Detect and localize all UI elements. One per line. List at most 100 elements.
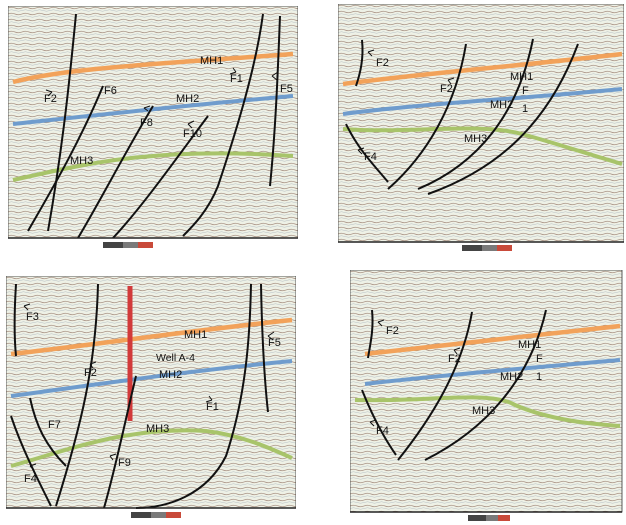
label-f9: F9 [118, 457, 131, 469]
fault-line-f4 [10, 415, 52, 507]
label-f: F [536, 353, 543, 365]
label-f2: F2 [44, 93, 57, 105]
arrow-f2 [45, 89, 53, 97]
fault-line-f1 [182, 13, 264, 237]
seismic-section-top-right: MH1 MH2 MH3 F2 F2 F4 F 1 [338, 4, 624, 251]
fault-line-f [424, 309, 547, 461]
label-f3: F3 [26, 311, 39, 323]
label-f8: F8 [140, 117, 153, 129]
arrow-f3 [23, 303, 31, 311]
seismic-panel-top-left: MH1 MH2 MH3 F1 F2 F5 F6 F8 F10 [8, 6, 298, 251]
horizon-mh2 [342, 87, 623, 116]
arrow-f5 [267, 331, 275, 341]
fault-line-f1 [135, 283, 252, 509]
seismic-panel-top-right: MH1 MH2 MH3 F2 F2 F4 F 1 [338, 4, 624, 254]
seismic-background [338, 4, 624, 243]
seismic-background [8, 6, 298, 239]
fault-line-f10 [112, 115, 209, 239]
label-mh2: MH2 [500, 371, 523, 383]
fault-line-f2-upper [355, 39, 364, 87]
arrow-f9 [109, 453, 117, 461]
seismic-panel-bottom-left: MH1 MH2 MH3 Well A-4 F1 F2 F3 F4 F5 F7 F… [6, 276, 296, 521]
horizon-mh1 [364, 323, 621, 357]
label-mh2: MH2 [490, 99, 513, 111]
arrow-f2-upper [377, 319, 385, 327]
label-mh1: MH1 [200, 55, 223, 67]
fault-line-f5 [269, 15, 281, 187]
fault-line-f9 [103, 375, 137, 509]
fault-line-f6 [27, 85, 104, 232]
label-f2: F2 [440, 83, 453, 95]
fault-line-f [417, 38, 534, 190]
colorbar [103, 242, 153, 248]
seismic-section-bottom-left: MH1 MH2 MH3 Well A-4 F1 F2 F3 F4 F5 F7 F… [6, 276, 296, 518]
label-extra-1: 1 [536, 371, 542, 383]
label-mh3: MH3 [146, 423, 169, 435]
arrow-f5 [271, 71, 279, 81]
label-extra-1: 1 [522, 103, 528, 115]
label-f2: F2 [84, 367, 97, 379]
colorbar [462, 245, 512, 251]
label-f7: F7 [48, 419, 61, 431]
fault-line-f4 [361, 389, 397, 456]
seismic-background [350, 270, 623, 513]
label-f10: F10 [183, 128, 202, 140]
horizon-mh3 [354, 395, 621, 428]
fault-line-f8 [77, 105, 154, 239]
arrow-f2 [453, 347, 461, 355]
horizon-mh2 [12, 94, 294, 126]
label-mh1: MH1 [510, 71, 533, 83]
label-mh3: MH3 [472, 405, 495, 417]
label-f: F [522, 85, 529, 97]
fault-line-f2 [55, 283, 99, 507]
fault-line-f3 [13, 283, 17, 357]
label-f1: F1 [206, 401, 219, 413]
arrow-f4 [369, 419, 377, 427]
label-mh2: MH2 [159, 369, 182, 381]
horizon-mh1 [342, 51, 623, 87]
label-f5: F5 [280, 83, 293, 95]
label-mh2: MH2 [176, 93, 199, 105]
horizon-mh3 [342, 126, 623, 166]
fault-line-f2 [397, 311, 473, 461]
label-f2: F2 [448, 353, 461, 365]
fault-line-main [427, 43, 579, 195]
fault-line-f2-upper [367, 309, 374, 359]
label-f4: F4 [364, 151, 377, 163]
label-f4: F4 [376, 425, 389, 437]
arrow-f1 [205, 395, 213, 403]
colorbar [131, 512, 181, 518]
arrow-f2 [447, 77, 455, 85]
label-mh3: MH3 [70, 155, 93, 167]
label-well: Well A-4 [156, 352, 195, 364]
label-mh1: MH1 [184, 329, 207, 341]
horizon-mh1 [12, 51, 294, 85]
horizon-mh2 [10, 359, 293, 398]
label-f2-upper: F2 [376, 57, 389, 69]
colorbar [468, 515, 510, 521]
arrow-f8 [143, 105, 151, 112]
arrow-f4 [29, 463, 37, 471]
label-f1: F1 [230, 73, 243, 85]
fault-line-f7 [29, 397, 67, 467]
seismic-section-bottom-right: MH1 MH2 MH3 F2 F2 F4 F 1 [350, 270, 623, 521]
arrow-f2 [89, 361, 97, 369]
horizon-mh2 [364, 358, 621, 386]
label-f5: F5 [268, 337, 281, 349]
label-f2-upper: F2 [386, 325, 399, 337]
seismic-panel-bottom-right: MH1 MH2 MH3 F2 F2 F4 F 1 [350, 270, 626, 524]
arrow-f4 [357, 147, 365, 155]
arrow-f10 [187, 120, 195, 129]
fault-line-f2 [47, 13, 77, 232]
fault-line-f5 [260, 283, 269, 413]
label-mh3: MH3 [464, 133, 487, 145]
fault-line-f2 [387, 43, 467, 190]
arrow-f2-upper [367, 49, 375, 57]
seismic-section-top-left: MH1 MH2 MH3 F1 F2 F5 F6 F8 F10 [8, 6, 298, 248]
label-mh1: MH1 [518, 339, 541, 351]
label-f4: F4 [24, 473, 37, 485]
horizon-mh1 [10, 317, 293, 357]
arrow-f1 [229, 67, 237, 75]
fault-line-f4 [345, 123, 389, 183]
label-f6: F6 [104, 85, 117, 97]
